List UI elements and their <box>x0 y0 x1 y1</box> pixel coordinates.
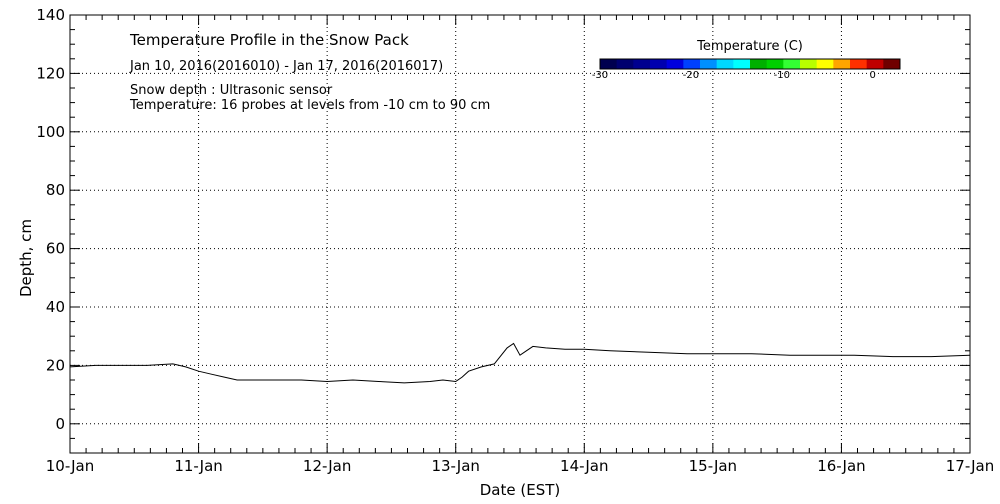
axis-ticks <box>69 14 971 454</box>
plot-frame <box>69 14 971 454</box>
y-axis-title: Depth, cm <box>17 219 35 297</box>
colorbar-swatch <box>716 59 734 69</box>
colorbar-swatch <box>800 59 818 69</box>
x-tick-label: 13-Jan <box>431 457 479 475</box>
x-tick-label: 12-Jan <box>303 457 351 475</box>
y-tick-label: 80 <box>46 181 65 199</box>
y-tick-label: 60 <box>46 240 65 258</box>
x-tick-label: 17-Jan <box>946 457 994 475</box>
colorbar-tick-label: -10 <box>774 70 790 81</box>
chart-title: Temperature Profile in the Snow Pack <box>129 31 409 49</box>
x-tick-label: 16-Jan <box>817 457 865 475</box>
chart-subtitle: Jan 10, 2016(2016010) - Jan 17, 2016(201… <box>129 59 443 74</box>
y-tick-labels: 0 20 40 60 80 100 120 140 <box>36 6 65 433</box>
colorbar-tick-label: 0 <box>870 70 876 81</box>
colorbar-swatch <box>733 59 751 69</box>
snow-depth-series <box>69 342 971 384</box>
chart-note-probes: Temperature: 16 probes at levels from -1… <box>129 98 490 113</box>
colorbar-swatch <box>700 59 718 69</box>
x-tick-label: 14-Jan <box>560 457 608 475</box>
colorbar-frame <box>599 58 901 70</box>
colorbar-swatch <box>666 59 684 69</box>
y-tick-label: 100 <box>36 123 65 141</box>
colorbar-swatch <box>883 59 901 69</box>
colorbar-tick-label: -20 <box>683 70 699 81</box>
y-tick-label: 140 <box>36 6 65 24</box>
x-tick-label: 15-Jan <box>689 457 737 475</box>
colorbar-swatch <box>783 59 801 69</box>
series-layer <box>69 342 971 384</box>
colorbar-tick-label: -30 <box>592 70 608 81</box>
colorbar-swatch <box>633 59 651 69</box>
y-tick-label: 40 <box>46 298 65 316</box>
y-tick-label: 120 <box>36 64 65 82</box>
x-tick-labels: 10-Jan 11-Jan 12-Jan 13-Jan 14-Jan 15-Jan 16-J… <box>46 457 994 475</box>
x-axis-title: Date (EST) <box>480 481 561 499</box>
grid-lines <box>70 15 970 453</box>
colorbar-swatch <box>750 59 768 69</box>
colorbar-swatches <box>599 58 901 70</box>
x-tick-label: 10-Jan <box>46 457 94 475</box>
colorbar-title: Temperature (C) <box>696 39 803 54</box>
chart-note-sensor: Snow depth : Ultrasonic sensor <box>130 83 333 98</box>
colorbar-swatch <box>833 59 851 69</box>
colorbar-swatch <box>766 59 784 69</box>
temperature-colorbar: Temperature (C) -30 -20 -10 0 <box>592 39 901 81</box>
y-tick-label: 20 <box>46 356 65 374</box>
colorbar-tick-labels: -30 -20 -10 0 <box>592 70 876 81</box>
colorbar-swatch <box>866 59 884 69</box>
x-tick-label: 11-Jan <box>174 457 222 475</box>
y-tick-label: 0 <box>55 415 65 433</box>
colorbar-swatch <box>816 59 834 69</box>
colorbar-swatch <box>650 59 668 69</box>
colorbar-swatch <box>683 59 701 69</box>
colorbar-swatch <box>850 59 868 69</box>
colorbar-swatch <box>600 59 618 69</box>
colorbar-swatch <box>616 59 634 69</box>
